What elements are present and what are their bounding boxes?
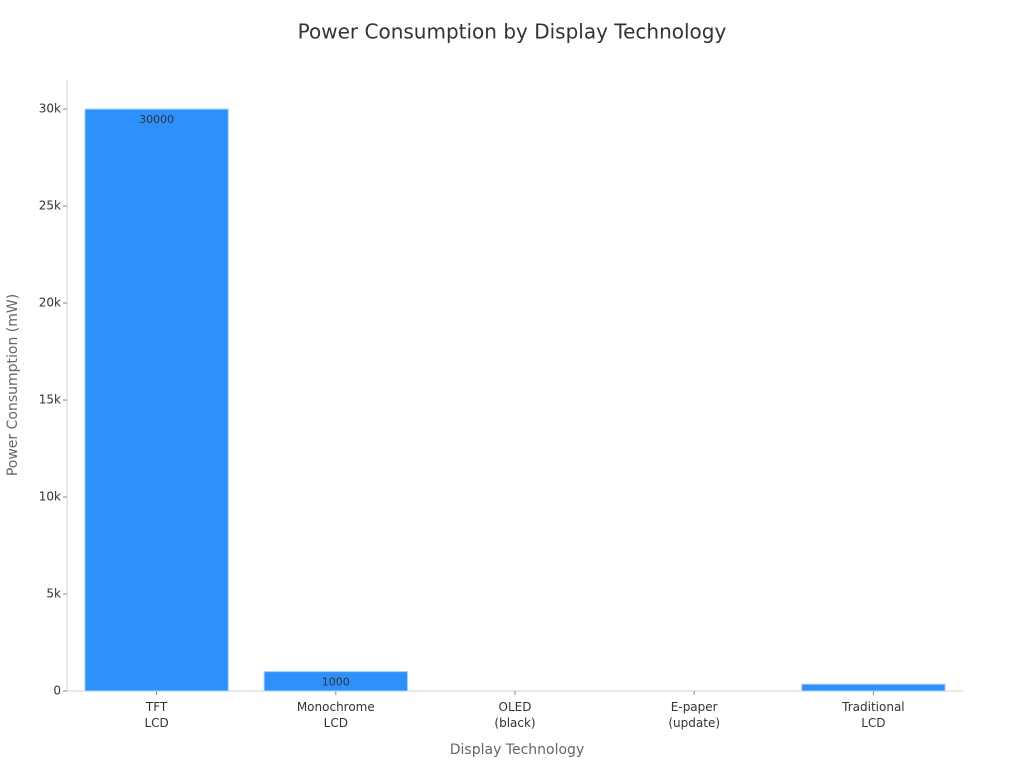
bar (801, 683, 946, 692)
x-axis-title: Display Technology (450, 742, 584, 758)
y-tick-label: 10k (39, 490, 61, 504)
x-tick-label: E-paper (update) (668, 700, 720, 730)
value-label: 1000 (322, 676, 350, 689)
chart-title: Power Consumption by Display Technology (298, 20, 727, 44)
bar (84, 108, 229, 692)
y-tick-label: 0 (53, 684, 61, 698)
y-axis-title: Power Consumption (mW) (5, 294, 21, 476)
y-tick-label: 30k (39, 102, 61, 116)
x-tick-label: OLED (black) (494, 700, 535, 730)
y-tick-label: 25k (39, 199, 61, 213)
value-label: 30000 (139, 113, 174, 126)
x-tick-label: Traditional LCD (841, 700, 904, 730)
y-tick-label: 15k (39, 393, 61, 407)
x-tick-label: Monochrome LCD (297, 700, 375, 730)
bar (263, 671, 408, 692)
y-tick-label: 20k (39, 296, 61, 310)
y-tick-label: 5k (46, 587, 61, 601)
x-tick-label: TFT LCD (144, 700, 168, 730)
